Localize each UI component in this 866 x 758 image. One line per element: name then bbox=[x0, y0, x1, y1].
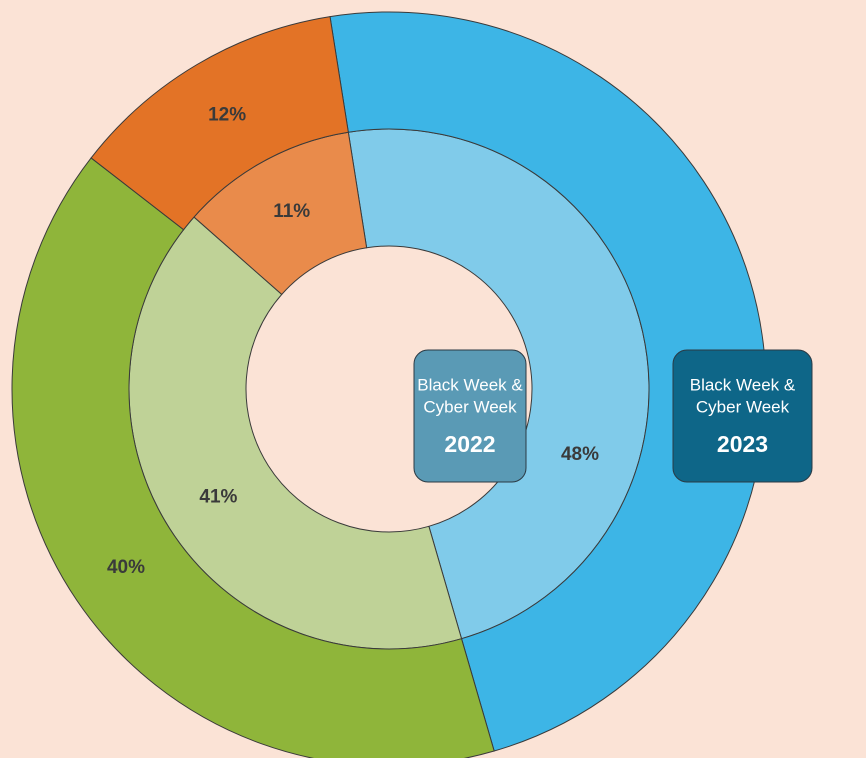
data-label: 11% bbox=[273, 201, 310, 222]
series-box bbox=[672, 349, 813, 483]
series-caption: Cyber Week bbox=[423, 397, 517, 416]
data-label: 12% bbox=[208, 104, 246, 125]
data-label: 48% bbox=[561, 444, 599, 465]
series-caption: Cyber Week bbox=[696, 397, 790, 416]
series-box bbox=[413, 349, 527, 483]
donut-segment bbox=[11, 157, 495, 758]
data-label: 41% bbox=[199, 486, 237, 507]
series-name: 2022 bbox=[444, 431, 495, 457]
series-caption: Black Week & bbox=[417, 375, 523, 394]
donut-segment bbox=[90, 16, 349, 231]
donut-segment bbox=[329, 11, 767, 752]
series-name: 2023 bbox=[717, 431, 768, 457]
data-label: 40% bbox=[107, 557, 145, 578]
series-caption: Black Week & bbox=[690, 375, 796, 394]
